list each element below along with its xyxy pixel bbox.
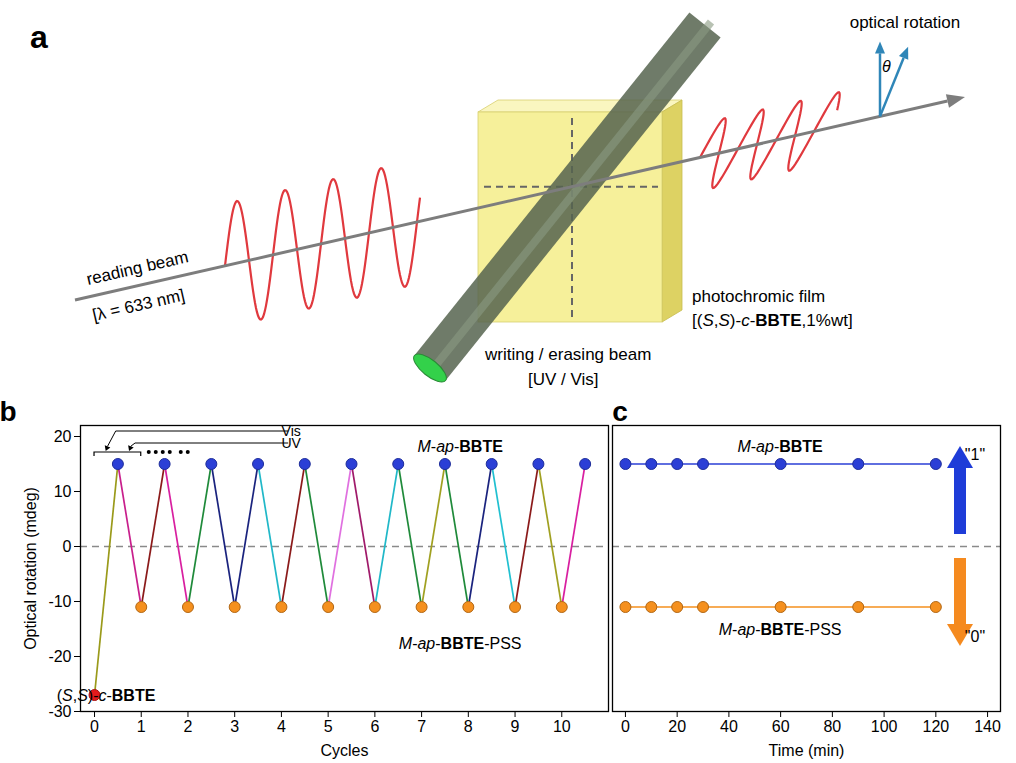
svg-text:c: c	[612, 396, 628, 427]
svg-text:100: 100	[871, 718, 898, 735]
svg-text:"1": "1"	[965, 446, 985, 463]
svg-text:0: 0	[63, 538, 72, 555]
svg-text:Time (min): Time (min)	[769, 742, 845, 759]
svg-text:140: 140	[974, 718, 1001, 735]
svg-text:-10: -10	[48, 593, 71, 610]
svg-text:M-ap-BBTE-PSS: M-ap-BBTE-PSS	[399, 635, 522, 652]
svg-text:40: 40	[720, 718, 738, 735]
svg-text:[λ = 633 nm]: [λ = 633 nm]	[91, 285, 187, 324]
svg-text:0: 0	[90, 718, 99, 735]
svg-text:20: 20	[668, 718, 686, 735]
svg-text:3: 3	[230, 718, 239, 735]
svg-text:optical rotation: optical rotation	[850, 13, 961, 32]
svg-text:2: 2	[184, 718, 193, 735]
svg-text:reading beam: reading beam	[85, 247, 191, 289]
svg-text:M-ap-BBTE-PSS: M-ap-BBTE-PSS	[719, 621, 842, 638]
svg-text:"0": "0"	[965, 628, 985, 645]
svg-text:photochromic film: photochromic film	[692, 287, 825, 306]
svg-text:9: 9	[511, 718, 520, 735]
svg-text:M-ap-BBTE: M-ap-BBTE	[417, 438, 503, 455]
svg-text:θ: θ	[882, 58, 891, 75]
svg-text:[UV / Vis]: [UV / Vis]	[528, 370, 599, 389]
svg-text:Cycles: Cycles	[320, 742, 368, 759]
svg-text:Optical rotation (mdeg): Optical rotation (mdeg)	[22, 487, 39, 650]
svg-text:10: 10	[54, 483, 72, 500]
svg-text:5: 5	[324, 718, 333, 735]
svg-text:a: a	[30, 19, 48, 55]
svg-text:M-ap-BBTE: M-ap-BBTE	[737, 438, 823, 455]
svg-text:0: 0	[621, 718, 630, 735]
svg-text:writing / erasing beam: writing / erasing beam	[484, 345, 651, 364]
svg-text:6: 6	[370, 718, 379, 735]
svg-text:-20: -20	[48, 648, 71, 665]
svg-text:20: 20	[54, 428, 72, 445]
svg-text:b: b	[0, 396, 17, 427]
svg-text:(S,S)-c-BBTE: (S,S)-c-BBTE	[57, 687, 156, 704]
svg-text:1: 1	[137, 718, 146, 735]
svg-text:60: 60	[772, 718, 790, 735]
svg-text:120: 120	[922, 718, 949, 735]
svg-text:8: 8	[464, 718, 473, 735]
svg-text:[(S,S)-c-BBTE,1%wt]: [(S,S)-c-BBTE,1%wt]	[692, 311, 853, 330]
svg-text:4: 4	[277, 718, 286, 735]
svg-text:UV: UV	[281, 435, 301, 451]
svg-text:7: 7	[417, 718, 426, 735]
svg-text:-30: -30	[48, 703, 71, 720]
svg-text:80: 80	[823, 718, 841, 735]
svg-text:10: 10	[553, 718, 571, 735]
